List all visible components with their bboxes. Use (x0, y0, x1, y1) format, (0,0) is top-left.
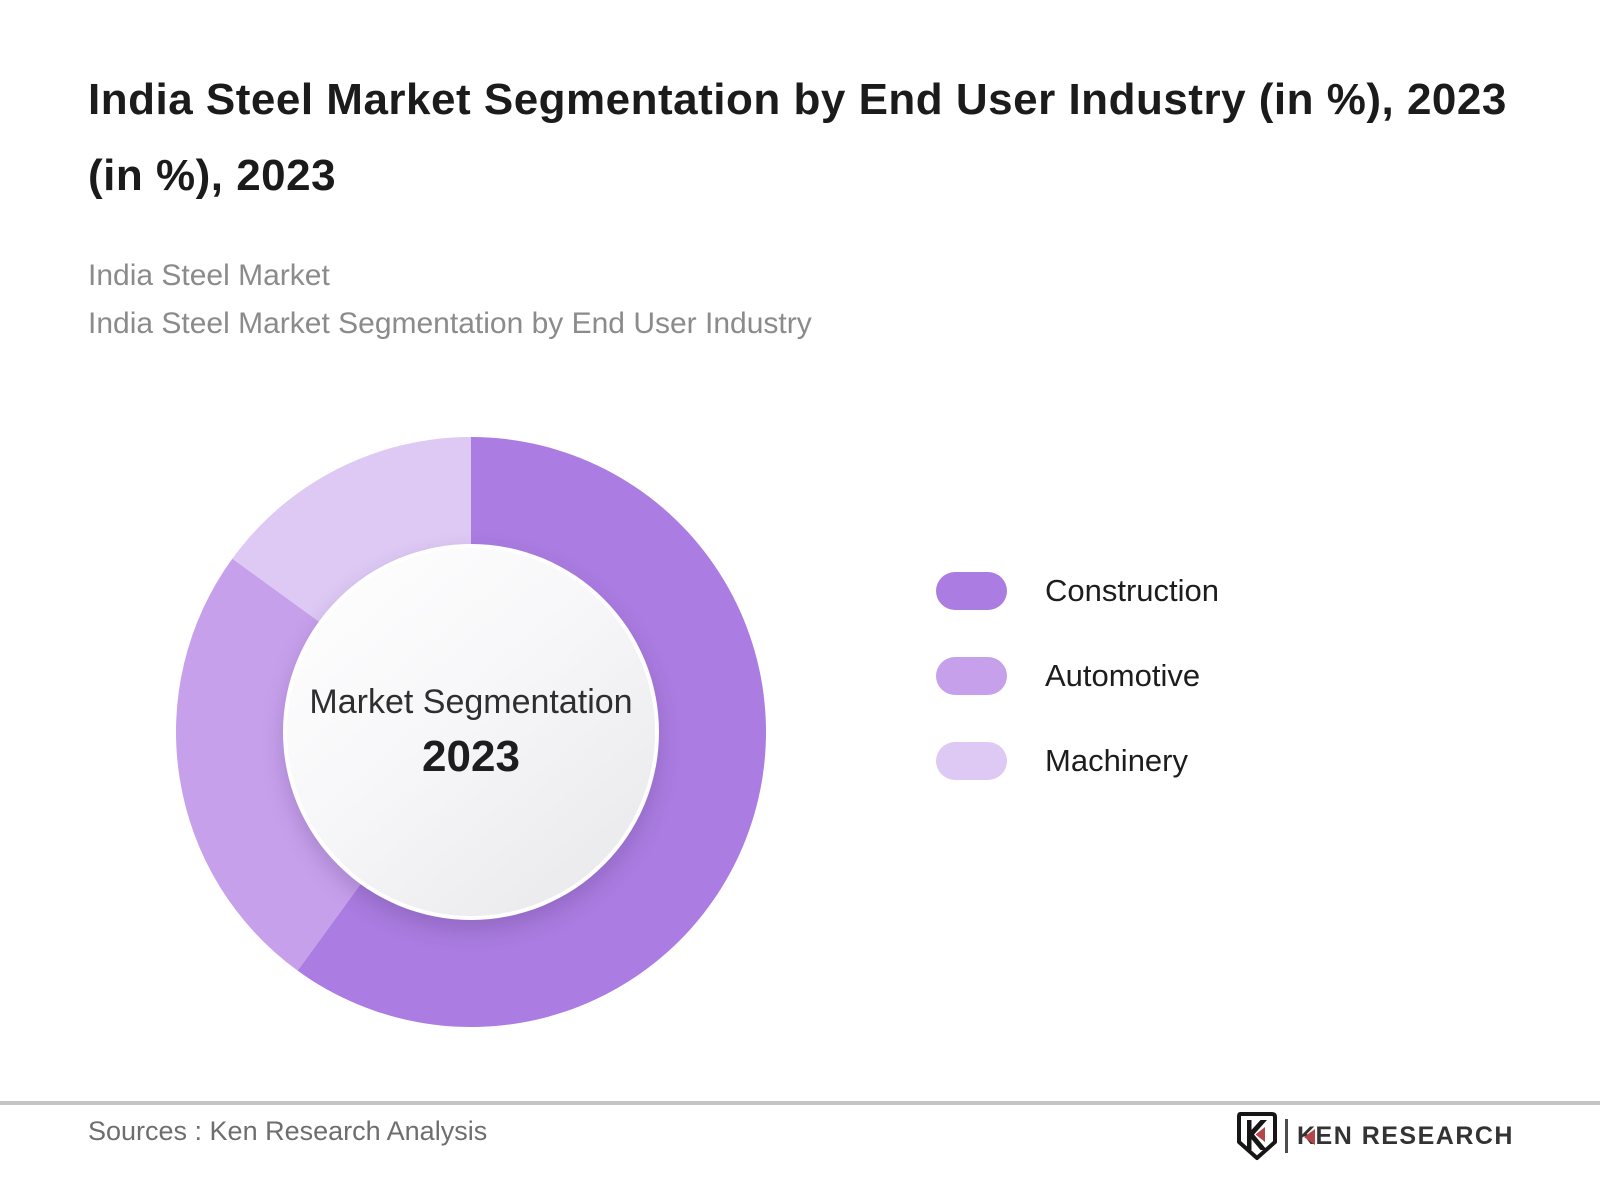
donut-center-year: 2023 (422, 731, 520, 781)
logo-text-rest: EN RESEARCH (1315, 1121, 1514, 1150)
sources-note: Sources : Ken Research Analysis (88, 1116, 488, 1146)
footer-divider (0, 1101, 1600, 1105)
logo-red-triangle-icon (1303, 1128, 1315, 1145)
subtitle-line-1: India Steel Market (88, 259, 330, 292)
ken-research-logo: KEN RESEARCH (1236, 1110, 1514, 1162)
legend-item-construction: Construction (936, 572, 1219, 610)
legend-swatch-construction (936, 572, 1007, 610)
page-title: India Steel Market Segmentation by End U… (88, 75, 1507, 200)
legend-label-machinery: Machinery (1045, 743, 1188, 778)
logo-text: KEN RESEARCH (1297, 1122, 1514, 1151)
legend-item-machinery: Machinery (936, 742, 1219, 780)
subtitle: India Steel Market India Steel Market Se… (88, 252, 1388, 348)
donut-chart: Market Segmentation 2023 (175, 436, 767, 1028)
legend-label-automotive: Automotive (1045, 658, 1201, 693)
chart-legend: Construction Automotive Machinery (936, 572, 1219, 780)
ken-research-shield-icon (1236, 1112, 1277, 1160)
donut-center-label: Market Segmentation (309, 682, 633, 721)
legend-swatch-automotive (936, 657, 1007, 695)
subtitle-line-2: India Steel Market Segmentation by End U… (88, 307, 812, 340)
legend-label-construction: Construction (1045, 573, 1220, 608)
legend-item-automotive: Automotive (936, 657, 1219, 695)
donut-center-disc: Market Segmentation 2023 (283, 544, 659, 920)
logo-separator (1284, 1119, 1288, 1153)
legend-swatch-machinery (936, 742, 1007, 780)
